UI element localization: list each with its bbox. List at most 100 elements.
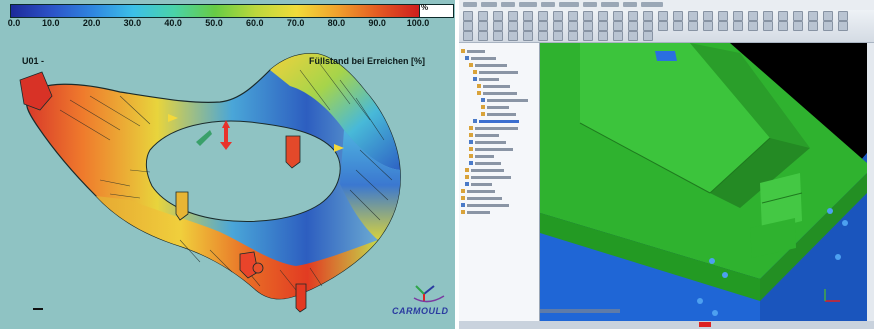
tree-item[interactable] bbox=[461, 189, 537, 193]
toolbar-button[interactable] bbox=[523, 21, 533, 31]
toolbar-button[interactable] bbox=[808, 11, 818, 21]
toolbar-button[interactable] bbox=[703, 21, 713, 31]
toolbar-button[interactable] bbox=[568, 31, 578, 41]
tree-item[interactable] bbox=[481, 105, 537, 109]
toolbar-button[interactable] bbox=[793, 21, 803, 31]
toolbar-button[interactable] bbox=[613, 21, 623, 31]
toolbar-button[interactable] bbox=[598, 31, 608, 41]
menu-item[interactable] bbox=[541, 2, 555, 7]
toolbar-button[interactable] bbox=[463, 31, 473, 41]
toolbar-button[interactable] bbox=[643, 11, 653, 21]
toolbar-button[interactable] bbox=[478, 21, 488, 31]
toolbar-button[interactable] bbox=[748, 21, 758, 31]
menu-item[interactable] bbox=[463, 2, 477, 7]
tree-item[interactable] bbox=[473, 119, 537, 123]
toolbar-button[interactable] bbox=[688, 21, 698, 31]
tree-item[interactable] bbox=[461, 196, 537, 200]
toolbar-button[interactable] bbox=[598, 21, 608, 31]
toolbar-button[interactable] bbox=[583, 21, 593, 31]
menu-item[interactable] bbox=[481, 2, 497, 7]
tree-item[interactable] bbox=[469, 63, 537, 67]
tree-item[interactable] bbox=[461, 210, 537, 214]
toolbar-button[interactable] bbox=[508, 21, 518, 31]
toolbar-button[interactable] bbox=[478, 11, 488, 21]
toolbar-button[interactable] bbox=[793, 11, 803, 21]
tree-item[interactable] bbox=[465, 56, 537, 60]
toolbar-button[interactable] bbox=[583, 31, 593, 41]
menu-item[interactable] bbox=[641, 2, 663, 7]
tree-item[interactable] bbox=[461, 49, 537, 53]
tree-item[interactable] bbox=[469, 133, 537, 137]
tree-item[interactable] bbox=[469, 147, 537, 151]
toolbar-button[interactable] bbox=[823, 21, 833, 31]
menu-item[interactable] bbox=[623, 2, 637, 7]
tree-item[interactable] bbox=[465, 182, 537, 186]
tree-item[interactable] bbox=[477, 84, 537, 88]
toolbar-button[interactable] bbox=[643, 21, 653, 31]
toolbar-button[interactable] bbox=[733, 11, 743, 21]
toolbar-button[interactable] bbox=[838, 11, 848, 21]
toolbar-button[interactable] bbox=[553, 21, 563, 31]
toolbar-button[interactable] bbox=[778, 21, 788, 31]
toolbar-button[interactable] bbox=[598, 11, 608, 21]
tree-item[interactable] bbox=[465, 168, 537, 172]
toolbar-button[interactable] bbox=[733, 21, 743, 31]
toolbar-button[interactable] bbox=[613, 11, 623, 21]
toolbar-button[interactable] bbox=[718, 21, 728, 31]
toolbar-button[interactable] bbox=[658, 21, 668, 31]
toolbar-button[interactable] bbox=[643, 31, 653, 41]
tree-item[interactable] bbox=[469, 140, 537, 144]
tree-item[interactable] bbox=[469, 161, 537, 165]
tree-item[interactable] bbox=[465, 175, 537, 179]
menu-item[interactable] bbox=[519, 2, 537, 7]
toolbar-button[interactable] bbox=[553, 31, 563, 41]
tree-item[interactable] bbox=[481, 112, 537, 116]
toolbar-button[interactable] bbox=[583, 11, 593, 21]
toolbar-button[interactable] bbox=[523, 11, 533, 21]
3d-viewport[interactable] bbox=[540, 43, 867, 321]
toolbar-button[interactable] bbox=[538, 11, 548, 21]
toolbar-button[interactable] bbox=[523, 31, 533, 41]
tree-item[interactable] bbox=[481, 98, 537, 102]
menu-item[interactable] bbox=[583, 2, 597, 7]
toolbar-button[interactable] bbox=[508, 31, 518, 41]
menu-item[interactable] bbox=[601, 2, 619, 7]
tree-item[interactable] bbox=[473, 77, 537, 81]
toolbar-button[interactable] bbox=[538, 31, 548, 41]
tree-item[interactable] bbox=[469, 154, 537, 158]
tree-item[interactable] bbox=[477, 91, 537, 95]
tree-item[interactable] bbox=[473, 70, 537, 74]
toolbar-button[interactable] bbox=[673, 21, 683, 31]
toolbar-button[interactable] bbox=[463, 11, 473, 21]
tree-item[interactable] bbox=[469, 126, 537, 130]
toolbar-button[interactable] bbox=[508, 11, 518, 21]
toolbar-button[interactable] bbox=[778, 11, 788, 21]
toolbar-button[interactable] bbox=[568, 21, 578, 31]
toolbar-button[interactable] bbox=[628, 31, 638, 41]
toolbar-button[interactable] bbox=[493, 31, 503, 41]
toolbar-button[interactable] bbox=[703, 11, 713, 21]
toolbar-button[interactable] bbox=[823, 11, 833, 21]
toolbar-button[interactable] bbox=[808, 21, 818, 31]
toolbar-button[interactable] bbox=[748, 11, 758, 21]
toolbar-button[interactable] bbox=[493, 21, 503, 31]
toolbar-button[interactable] bbox=[763, 11, 773, 21]
toolbar-button[interactable] bbox=[763, 21, 773, 31]
vertical-scrollbar[interactable] bbox=[867, 43, 874, 321]
toolbar-button[interactable] bbox=[463, 21, 473, 31]
toolbar-button[interactable] bbox=[658, 11, 668, 21]
toolbar-button[interactable] bbox=[553, 11, 563, 21]
toolbar-button[interactable] bbox=[478, 31, 488, 41]
toolbar-button[interactable] bbox=[838, 21, 848, 31]
toolbar-button[interactable] bbox=[688, 11, 698, 21]
menu-item[interactable] bbox=[559, 2, 579, 7]
toolbar-button[interactable] bbox=[613, 31, 623, 41]
toolbar-button[interactable] bbox=[568, 11, 578, 21]
toolbar-button[interactable] bbox=[493, 11, 503, 21]
tree-item[interactable] bbox=[461, 203, 537, 207]
menu-item[interactable] bbox=[501, 2, 515, 7]
toolbar-button[interactable] bbox=[538, 21, 548, 31]
toolbar-button[interactable] bbox=[628, 11, 638, 21]
toolbar-button[interactable] bbox=[628, 21, 638, 31]
toolbar-button[interactable] bbox=[718, 11, 728, 21]
